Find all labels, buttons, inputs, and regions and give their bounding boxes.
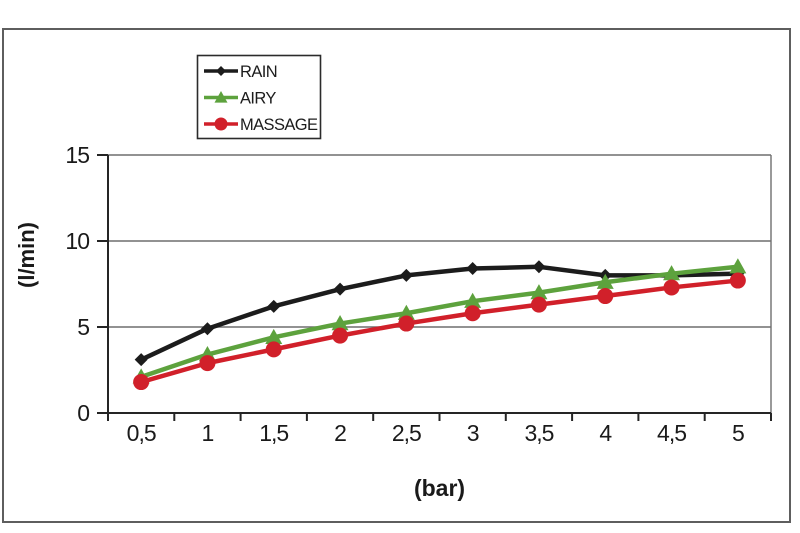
- series-airy-marker: [729, 258, 747, 274]
- legend-marker-diamond: [216, 66, 226, 76]
- x-tick-label: 3,5: [524, 420, 553, 446]
- legend-label-airy: AIRY: [240, 90, 276, 108]
- x-tick-label: 0,5: [127, 420, 156, 446]
- series-massage-marker: [729, 272, 746, 289]
- series-massage-marker: [398, 315, 415, 332]
- series-massage: [133, 272, 746, 391]
- series-massage-marker: [199, 355, 216, 372]
- legend: RAIN AIRY MASSAGE: [196, 54, 322, 140]
- series-massage-marker: [597, 288, 614, 305]
- series-airy-marker: [464, 292, 482, 308]
- series-massage-marker: [663, 279, 680, 296]
- series-massage-marker: [464, 305, 481, 322]
- x-axis-title: (bar): [414, 475, 465, 501]
- series-massage-marker: [265, 341, 282, 358]
- series-rain-marker: [466, 262, 480, 276]
- x-tick-label: 4: [599, 420, 612, 446]
- series-airy-marker: [530, 284, 548, 300]
- series-airy-marker: [596, 273, 614, 289]
- series-rain-marker: [333, 282, 347, 296]
- x-tick-label: 5: [732, 420, 744, 446]
- legend-label-massage: MASSAGE: [240, 116, 318, 134]
- y-tick-label: 15: [65, 142, 89, 168]
- series-rain-marker: [399, 268, 413, 282]
- series-rain-line: [138, 264, 741, 362]
- series-massage-line: [138, 278, 741, 385]
- x-tick-label: 1,5: [259, 420, 288, 446]
- series-massage-marker: [332, 327, 349, 344]
- x-tick-label: 3: [467, 420, 479, 446]
- y-tick-label: 5: [77, 314, 89, 340]
- series-rain-marker: [267, 299, 281, 313]
- series-rain-marker: [532, 260, 546, 274]
- series-airy-marker: [265, 328, 283, 344]
- legend-label-rain: RAIN: [240, 63, 277, 81]
- y-tick-label: 10: [65, 228, 89, 254]
- x-tick-label: 2: [334, 420, 346, 446]
- series-airy-marker: [663, 265, 681, 281]
- x-tick-label: 2,5: [392, 420, 421, 446]
- legend-marker-circle: [214, 117, 228, 131]
- series-massage-marker: [530, 296, 547, 313]
- series-massage-marker: [133, 374, 150, 391]
- series-airy-line: [138, 264, 741, 380]
- legend-marker-triangle: [214, 91, 228, 103]
- y-axis-title: (l/min): [14, 222, 39, 288]
- series-rain-marker: [134, 353, 148, 367]
- series-airy-marker: [397, 304, 415, 320]
- x-tick-label: 1: [202, 420, 214, 446]
- chart-frame: [2, 28, 791, 523]
- y-tick-label: 0: [77, 400, 89, 426]
- x-tick-label: 4,5: [657, 420, 686, 446]
- series-airy-marker: [331, 315, 349, 331]
- series-rain-marker: [200, 322, 214, 336]
